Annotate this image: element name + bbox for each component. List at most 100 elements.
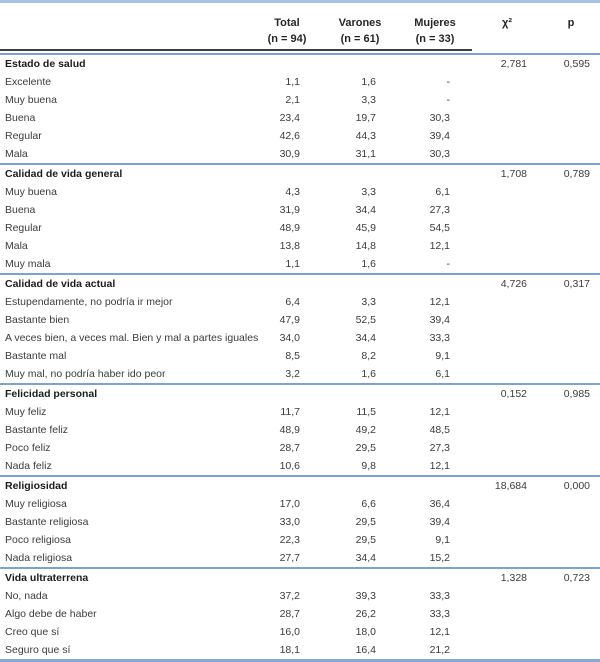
cell-chi2: 2,781 (472, 53, 542, 73)
cell-p (542, 403, 600, 421)
cell-p (542, 219, 600, 237)
cell-varones: 31,1 (355, 148, 376, 160)
table-row: Bastante mal 8,5 8,2 9,1 (0, 347, 600, 365)
cell-varones: 8,2 (361, 350, 376, 362)
table-row: No, nada 37,2 39,3 33,3 (0, 587, 600, 605)
cell-p (542, 91, 600, 109)
cell-varones (322, 53, 398, 73)
cell-chi2 (472, 531, 542, 549)
cell-total: 4,3 (285, 186, 300, 198)
header-row-2: (n = 94) (n = 61) (n = 33) (0, 31, 600, 51)
section-header-row: Vida ultraterrena 1,328 0,723 (0, 567, 600, 587)
cell-mujeres: 36,4 (429, 498, 450, 510)
table-row: A veces bien, a veces mal. Bien y mal a … (0, 329, 600, 347)
cell-varones: 34,4 (355, 204, 376, 216)
table-row: Regular 48,9 45,9 54,5 (0, 219, 600, 237)
table-row: Muy mal, no podría haber ido peor 3,2 1,6 6… (0, 365, 600, 383)
header-chi2: χ² (502, 17, 512, 29)
row-label: Buena (5, 112, 36, 124)
cell-total: 48,9 (279, 222, 300, 234)
section-title: Estado de salud (0, 53, 252, 73)
cell-chi2 (472, 421, 542, 439)
cell-total: 42,6 (279, 130, 300, 142)
row-label: Nada religiosa (5, 552, 73, 564)
header-mujeres-n: (n = 33) (398, 31, 472, 51)
cell-chi2 (472, 311, 542, 329)
header-chi2-n-empty (472, 31, 542, 51)
cell-mujeres: 12,1 (429, 460, 450, 472)
cell-total: 17,0 (279, 498, 300, 510)
cell-chi2: 1,328 (472, 567, 542, 587)
cell-mujeres: 33,3 (429, 608, 450, 620)
cell-chi2 (472, 145, 542, 163)
cell-mujeres: 15,2 (429, 552, 450, 564)
cell-chi2 (472, 73, 542, 91)
cell-mujeres: 6,1 (435, 368, 450, 380)
cell-chi2 (472, 605, 542, 623)
cell-total (252, 273, 322, 293)
row-label: A veces bien, a veces mal. Bien y mal a … (5, 332, 259, 344)
cell-p: 0,723 (542, 567, 600, 587)
cell-p (542, 587, 600, 605)
row-label: Poco religiosa (5, 534, 71, 546)
header-empty-cell (0, 3, 252, 31)
cell-mujeres: 6,1 (435, 186, 450, 198)
cell-p: 0,000 (542, 475, 600, 495)
table-body: Estado de salud 2,781 0,595 Excelente 1,1 1,6… (0, 53, 600, 659)
cell-mujeres: 27,3 (429, 442, 450, 454)
table-row: Buena 31,9 34,4 27,3 (0, 201, 600, 219)
cell-chi2 (472, 183, 542, 201)
header-p-n-empty (542, 31, 600, 51)
cell-mujeres: 9,1 (435, 350, 450, 362)
cell-total: 13,8 (279, 240, 300, 252)
cell-chi2 (472, 549, 542, 567)
cell-mujeres: 33,3 (429, 332, 450, 344)
cell-p: 0,985 (542, 383, 600, 403)
cell-total: 28,7 (279, 608, 300, 620)
cell-mujeres (398, 163, 472, 183)
row-label: Mala (5, 148, 28, 160)
cell-p (542, 237, 600, 255)
cell-varones: 3,3 (361, 296, 376, 308)
cell-chi2 (472, 587, 542, 605)
cell-varones: 29,5 (355, 516, 376, 528)
cell-chi2 (472, 237, 542, 255)
row-label: Regular (5, 130, 42, 142)
cell-chi2 (472, 623, 542, 641)
cell-total: 33,0 (279, 516, 300, 528)
cell-p: 0,789 (542, 163, 600, 183)
cell-chi2 (472, 109, 542, 127)
cell-varones: 18,0 (355, 626, 376, 638)
cell-chi2 (472, 293, 542, 311)
cell-varones: 6,6 (361, 498, 376, 510)
cell-chi2 (472, 513, 542, 531)
cell-varones: 1,6 (361, 76, 376, 88)
cell-chi2: 4,726 (472, 273, 542, 293)
cell-mujeres: 12,1 (429, 240, 450, 252)
table-row: Nada religiosa 27,7 34,4 15,2 (0, 549, 600, 567)
section-title: Vida ultraterrena (0, 567, 252, 587)
cell-total: 22,3 (279, 534, 300, 546)
table-row: Muy buena 2,1 3,3 - (0, 91, 600, 109)
section-header-row: Estado de salud 2,781 0,595 (0, 53, 600, 73)
cell-p (542, 513, 600, 531)
cell-varones: 26,2 (355, 608, 376, 620)
row-label: Muy buena (5, 186, 57, 198)
section-header-row: Calidad de vida actual 4,726 0,317 (0, 273, 600, 293)
row-label: Excelente (5, 76, 52, 88)
cell-varones: 11,5 (356, 406, 376, 418)
table-row: Bastante religiosa 33,0 29,5 39,4 (0, 513, 600, 531)
cell-p: 0,317 (542, 273, 600, 293)
cell-p (542, 531, 600, 549)
row-label: Muy religiosa (5, 498, 67, 510)
row-label: Muy mal, no podría haber ido peor (5, 368, 166, 380)
section-header-row: Felicidad personal 0,152 0,985 (0, 383, 600, 403)
row-label: Nada feliz (5, 460, 52, 472)
cell-chi2: 0,152 (472, 383, 542, 403)
table-row: Nada feliz 10,6 9,8 12,1 (0, 457, 600, 475)
row-label: Bastante bien (5, 314, 70, 326)
cell-chi2 (472, 365, 542, 383)
cell-total: 37,2 (279, 590, 300, 602)
cell-mujeres (398, 475, 472, 495)
header-varones-n: (n = 61) (322, 31, 398, 51)
